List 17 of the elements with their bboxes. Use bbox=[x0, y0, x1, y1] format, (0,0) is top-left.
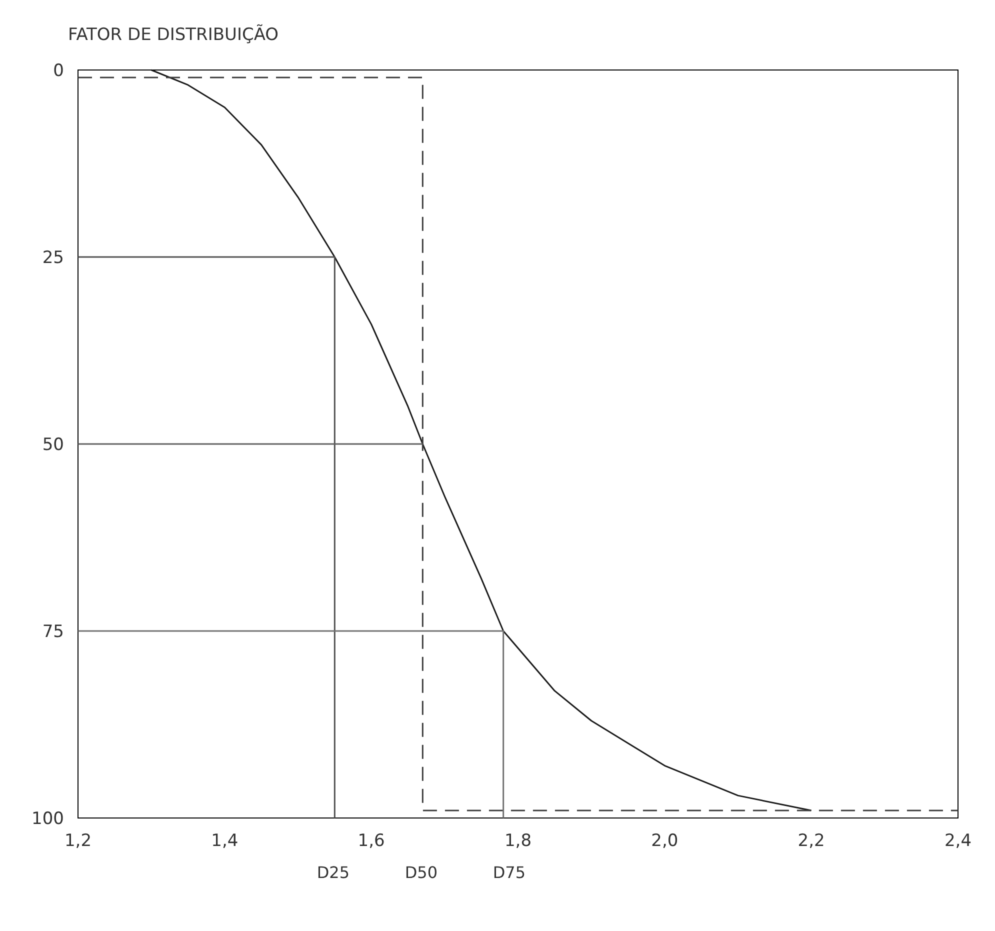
y-tick-label: 50 bbox=[42, 434, 64, 455]
y-tick-label: 75 bbox=[42, 622, 64, 642]
text: D25 bbox=[316, 863, 350, 882]
line-series bbox=[150, 69, 812, 812]
y-axis-title: FATOR DE DISTRIBUIÇÃO bbox=[68, 24, 279, 45]
x-tick-label: 2,4 bbox=[944, 831, 972, 851]
x-tick-label: 1,6 bbox=[358, 831, 385, 851]
y-tick-label: 25 bbox=[42, 248, 64, 268]
x-tick-label: 1,8 bbox=[504, 831, 532, 851]
x-tick-label: 2,0 bbox=[651, 831, 678, 851]
x-tick-label: 2,2 bbox=[798, 831, 825, 851]
text: D50 bbox=[404, 863, 438, 882]
y-tick-label: 100 bbox=[32, 808, 64, 829]
x-tick-label: 1,4 bbox=[211, 831, 238, 851]
y-tick-label: 0 bbox=[53, 60, 64, 81]
x-tick-label: 1,2 bbox=[64, 831, 92, 851]
text: D75 bbox=[492, 863, 526, 882]
